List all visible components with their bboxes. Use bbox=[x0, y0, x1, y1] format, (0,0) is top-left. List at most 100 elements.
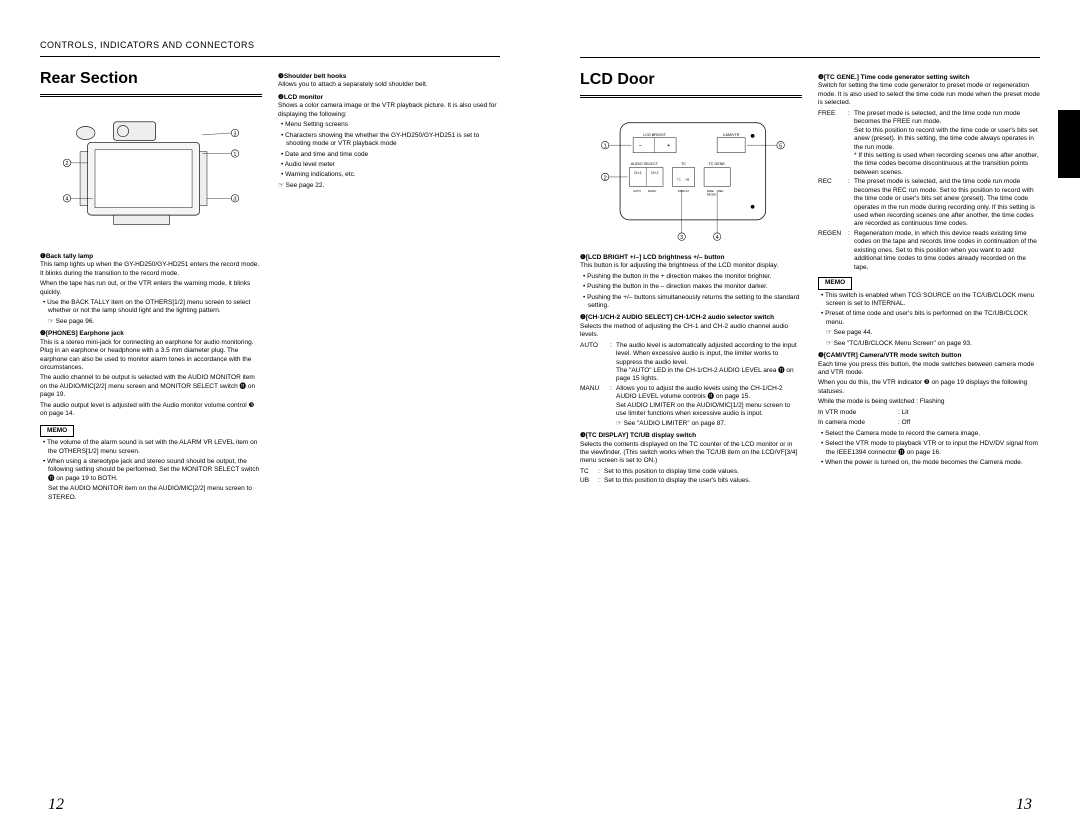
item1-p2: When the tape has run out, or the VTR en… bbox=[40, 280, 262, 297]
r4-free-t: The preset mode is selected, and the tim… bbox=[854, 110, 1040, 178]
svg-text:AUTO: AUTO bbox=[633, 189, 642, 193]
svg-text:TC GENE.: TC GENE. bbox=[708, 162, 726, 166]
r5-s3: In camera mode : Off bbox=[818, 419, 1040, 427]
svg-text:TC: TC bbox=[681, 162, 686, 166]
r3-tc-l: TC bbox=[580, 468, 598, 476]
r2-auto-t: The audio level is automatically adjuste… bbox=[616, 342, 802, 384]
memo-b3: Set the AUDIO MONITOR item on the AUDIO/… bbox=[40, 485, 262, 502]
svg-text:REGEN: REGEN bbox=[707, 192, 716, 196]
r3-tc: TC : Set to this position to display tim… bbox=[580, 468, 802, 476]
r3-ub-l: UB bbox=[580, 477, 598, 485]
r4-rec: REC : The preset mode is selected, and t… bbox=[818, 178, 1040, 229]
svg-text:LCD BRIGHT: LCD BRIGHT bbox=[643, 133, 666, 137]
svg-text:1: 1 bbox=[604, 143, 607, 149]
left-col-1: Rear Section bbox=[40, 69, 262, 504]
r4-regen-l: REGEN bbox=[818, 230, 848, 272]
item4-b1: • Menu Setting screens bbox=[278, 121, 500, 129]
svg-text:TC: TC bbox=[677, 177, 681, 181]
r1-p1: This button is for adjusting the brightn… bbox=[580, 262, 802, 270]
page-spread: CONTROLS, INDICATORS AND CONNECTORS Rear… bbox=[0, 0, 1080, 834]
page-left: CONTROLS, INDICATORS AND CONNECTORS Rear… bbox=[0, 0, 540, 834]
item4-b2: • Characters showing the whether the GY-… bbox=[278, 132, 500, 149]
r5-b2: • Select the VTR mode to playback VTR or… bbox=[818, 440, 1040, 457]
page-number-left: 12 bbox=[48, 796, 64, 814]
svg-text:REC: REC bbox=[718, 189, 724, 193]
svg-text:3: 3 bbox=[233, 196, 236, 202]
rm-ref1: ☞ See page 44. bbox=[818, 329, 1040, 337]
r5-s1: While the mode is being switched : Flash… bbox=[818, 398, 1040, 406]
header-text: CONTROLS, INDICATORS AND CONNECTORS bbox=[40, 40, 500, 50]
r4-regen: REGEN : Regeneration mode, in which this… bbox=[818, 230, 1040, 272]
svg-text:1: 1 bbox=[233, 152, 236, 158]
right-columns: LCD Door LCD BRIGHT – + bbox=[580, 70, 1040, 487]
r1-h: ❶[LCD BRIGHT +/–] LCD brightness +/– but… bbox=[580, 254, 802, 262]
r3-ub: UB : Set to this position to display the… bbox=[580, 477, 802, 485]
item4-b4: • Audio level meter bbox=[278, 161, 500, 169]
r5-s2: In VTR mode : Lit bbox=[818, 409, 1040, 417]
svg-text:4: 4 bbox=[65, 196, 68, 202]
svg-text:DISPLAY: DISPLAY bbox=[678, 189, 690, 193]
svg-text:FREE: FREE bbox=[707, 189, 714, 193]
r3-p1: Selects the contents displayed on the TC… bbox=[580, 441, 802, 466]
rear-diagram: 3 1 2 4 3 bbox=[40, 105, 262, 245]
svg-text:AUDIO SELECT: AUDIO SELECT bbox=[631, 162, 659, 166]
r2-h: ❷[CH-1/CH-2 AUDIO SELECT] CH-1/CH-2 audi… bbox=[580, 314, 802, 322]
svg-text:+: + bbox=[667, 143, 670, 149]
r2-ref: ☞ See "AUDIO LIMITER" on page 87. bbox=[580, 420, 802, 428]
r4-free-l: FREE bbox=[818, 110, 848, 178]
right-col-2: ❹[TC GENE.] Time code generator setting … bbox=[818, 70, 1040, 487]
r4-rec-t: The preset mode is selected, and the tim… bbox=[854, 178, 1040, 229]
r5-p2: When you do this, the VTR indicator ❷ on… bbox=[818, 379, 1040, 396]
rm-b1: • This switch is enabled when TCG SOURCE… bbox=[818, 292, 1040, 309]
lcd-door-diagram: LCD BRIGHT – + CAM/VTR AUDIO SELECT CH-1… bbox=[580, 106, 802, 246]
memo-label-l: MEMO bbox=[40, 425, 74, 437]
header-rule-r bbox=[580, 57, 1040, 58]
item4-ref: ☞ See page 22. bbox=[278, 182, 500, 190]
memo-b2: • When using a stereotype jack and stere… bbox=[40, 458, 262, 483]
svg-text:MANU: MANU bbox=[648, 189, 656, 193]
memo-label-r: MEMO bbox=[818, 277, 852, 289]
r5-b1: • Select the Camera mode to record the c… bbox=[818, 430, 1040, 438]
svg-text:3: 3 bbox=[233, 131, 236, 137]
r5-h: ❺[CAM/VTR] Camera/VTR mode switch button bbox=[818, 352, 1040, 360]
r1-b3: • Pushing the +/– buttons simultaneously… bbox=[580, 294, 802, 311]
item4-p1: Shows a color camera image or the VTR pl… bbox=[278, 102, 500, 119]
svg-text:CH-2: CH-2 bbox=[651, 171, 659, 175]
svg-text:2: 2 bbox=[604, 175, 607, 181]
item2-p2: The audio channel to be output is select… bbox=[40, 374, 262, 399]
r4-regen-t: Regeneration mode, in which this device … bbox=[854, 230, 1040, 272]
section-title-rear: Rear Section bbox=[40, 69, 262, 90]
item2-p1: This is a stereo mini-jack for connectin… bbox=[40, 339, 262, 373]
svg-text:2: 2 bbox=[65, 161, 68, 167]
item4-b3: • Date and time and time code bbox=[278, 151, 500, 159]
r5-b3: • When the power is turned on, the mode … bbox=[818, 459, 1040, 467]
svg-text:CH-1: CH-1 bbox=[634, 171, 642, 175]
r4-p1: Switch for setting the time code generat… bbox=[818, 82, 1040, 107]
left-col-2: ❸Shoulder belt hooks Allows you to attac… bbox=[278, 69, 500, 504]
page-right: LCD Door LCD BRIGHT – + bbox=[540, 0, 1080, 834]
r3-tc-t: Set to this position to display time cod… bbox=[604, 468, 802, 476]
r2-manu: MANU : Allows you to adjust the audio le… bbox=[580, 385, 802, 419]
memo-b1: • The volume of the alarm sound is set w… bbox=[40, 439, 262, 456]
title-rule bbox=[40, 94, 262, 97]
r4-free: FREE : The preset mode is selected, and … bbox=[818, 110, 1040, 178]
item1-h: ❶Back tally lamp bbox=[40, 253, 262, 261]
r2-auto: AUTO : The audio level is automatically … bbox=[580, 342, 802, 384]
page-number-right: 13 bbox=[1016, 796, 1032, 814]
svg-text:UB: UB bbox=[685, 177, 689, 181]
svg-text:5: 5 bbox=[779, 143, 782, 149]
r3-ub-t: Set to this position to display the user… bbox=[604, 477, 802, 485]
item1-b1: • Use the BACK TALLY item on the OTHERS[… bbox=[40, 299, 262, 316]
r2-manu-t: Allows you to adjust the audio levels us… bbox=[616, 385, 802, 419]
r4-rec-l: REC bbox=[818, 178, 848, 229]
r5-p1: Each time you press this button, the mod… bbox=[818, 361, 1040, 378]
side-tab bbox=[1058, 110, 1080, 178]
item3-h: ❸Shoulder belt hooks bbox=[278, 73, 500, 81]
r1-b1: • Pushing the button in the + direction … bbox=[580, 273, 802, 281]
left-columns: Rear Section bbox=[40, 69, 500, 504]
svg-text:4: 4 bbox=[716, 235, 719, 241]
item4-h: ❹LCD monitor bbox=[278, 94, 500, 102]
title-rule-r bbox=[580, 95, 802, 98]
svg-text:3: 3 bbox=[680, 235, 683, 241]
svg-text:CAM/VTR: CAM/VTR bbox=[723, 133, 740, 137]
